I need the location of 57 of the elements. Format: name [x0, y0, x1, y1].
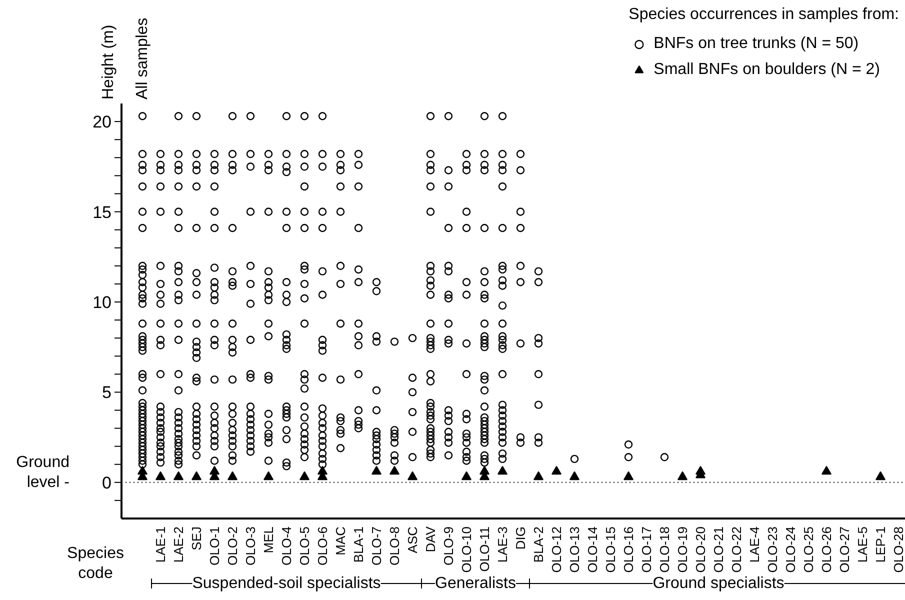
x-tick-label: MEL — [261, 526, 276, 554]
x-tick-label: LEP-1 — [873, 526, 888, 563]
x-tick-label: OLO-21 — [711, 526, 726, 573]
text: Suspended-soil specialists — [192, 575, 381, 592]
x-tick-label: OLO-2 — [225, 526, 240, 566]
legend-title: Species occurrences in samples from: — [628, 6, 899, 24]
x-tick-label: OLO-14 — [585, 526, 600, 573]
x-tick-label: LAE-1 — [153, 526, 168, 563]
x-tick-label: OLO-18 — [657, 526, 672, 573]
x-tick-label: OLO-12 — [549, 526, 564, 573]
y-tick-label: 20 — [92, 112, 112, 132]
x-tick-label: OLO-17 — [639, 526, 654, 573]
x-tick-label: BLA-2 — [531, 526, 546, 563]
x-tick-label: OLO-19 — [675, 526, 690, 573]
y-axis-title: Height (m) — [100, 24, 117, 100]
legend-label: BNFs on tree trunks (N = 50) — [654, 35, 859, 53]
x-tick-label: OLO-28 — [891, 526, 905, 573]
x-tick-label: OLO-10 — [459, 526, 474, 573]
text: Ground specialists — [652, 575, 784, 592]
x-tick-label: OLO-16 — [621, 526, 636, 573]
x-tick-label: BLA-1 — [351, 526, 366, 563]
text: Species code — [67, 544, 124, 582]
x-tick-label: MAC — [333, 526, 348, 556]
x-tick-label: LAE-5 — [855, 526, 870, 563]
x-tick-label: OLO-15 — [603, 526, 618, 573]
legend-label: Small BNFs on boulders (N = 2) — [654, 61, 880, 79]
x-tick-label: All samples — [134, 18, 151, 100]
y-tick-label: 15 — [92, 202, 112, 222]
x-tick-label: OLO-26 — [819, 526, 834, 573]
x-tick-label: OLO-23 — [765, 526, 780, 573]
text: Generalists — [435, 575, 516, 592]
x-tick-label: OLO-9 — [441, 526, 456, 566]
x-tick-label: OLO-27 — [837, 526, 852, 573]
x-tick-label: OLO-4 — [279, 526, 294, 566]
x-tick-label: OLO-13 — [567, 526, 582, 573]
x-tick-label: OLO-22 — [729, 526, 744, 573]
x-tick-label: OLO-20 — [693, 526, 708, 573]
x-tick-label: OLO-25 — [801, 526, 816, 573]
x-tick-label: DIG — [513, 526, 528, 550]
x-tick-label: OLO-11 — [477, 526, 492, 572]
x-tick-label: OLO-7 — [369, 526, 384, 566]
x-tick-label: LAE-4 — [747, 526, 762, 563]
x-tick-label: LAE-3 — [495, 526, 510, 563]
x-tick-label: DAV — [423, 526, 438, 552]
x-tick-label: ASC — [405, 526, 420, 554]
y-tick-label: 10 — [92, 292, 112, 312]
x-tick-label: OLO-24 — [783, 526, 798, 573]
x-tick-label: OLO-8 — [387, 526, 402, 566]
x-tick-label: OLO-5 — [297, 526, 312, 566]
x-tick-label: SEJ — [189, 526, 204, 550]
x-tick-label: LAE-2 — [171, 526, 186, 563]
text: Ground level - — [16, 454, 70, 492]
x-tick-label: OLO-3 — [243, 526, 258, 566]
x-tick-label: OLO-6 — [315, 526, 330, 566]
y-tick-label: 0 — [102, 473, 112, 492]
y-tick-label: 5 — [102, 383, 112, 402]
x-tick-label: OLO-1 — [207, 526, 222, 566]
